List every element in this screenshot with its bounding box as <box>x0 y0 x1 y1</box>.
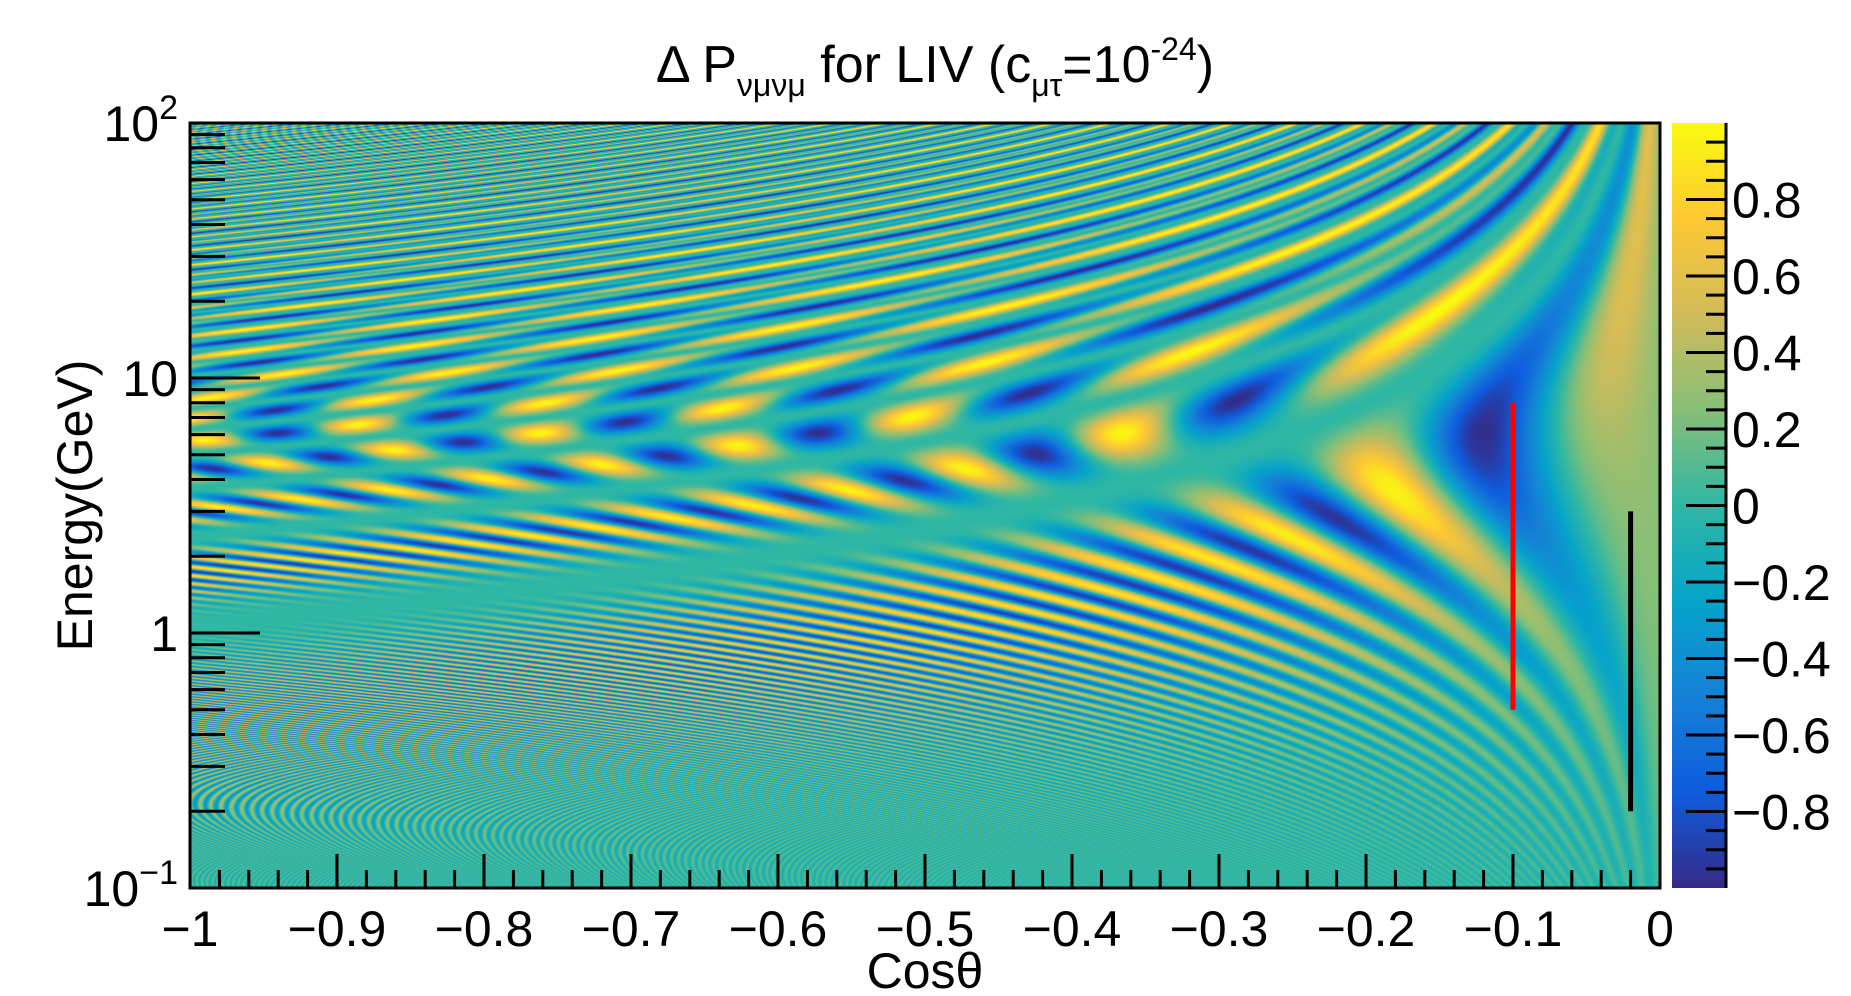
heatmap-plot-area <box>190 123 1660 888</box>
x-tick-label: −0.6 <box>729 901 828 957</box>
x-tick-label: −0.5 <box>876 901 975 957</box>
colorbar-tick-label: 0.6 <box>1732 249 1802 305</box>
y-tick-label: 10−1 <box>84 854 178 917</box>
colorbar-tick-label: 0.2 <box>1732 402 1802 458</box>
colorbar-tick-label: 0.8 <box>1732 173 1802 229</box>
y-tick-label: 1 <box>150 606 178 662</box>
colorbar-tick-label: −0.6 <box>1732 708 1831 764</box>
y-axis-label: Energy(GeV) <box>47 360 103 652</box>
y-tick-label: 10 <box>122 351 178 407</box>
x-axis-label: Cosθ <box>867 943 984 996</box>
heatmap-image <box>190 123 1660 888</box>
colorbar-tick-label: −0.8 <box>1732 785 1831 841</box>
chart-title: Δ Pνμνμ for LIV (cμτ=10-24) <box>656 31 1214 103</box>
marker-lines <box>1510 402 1634 812</box>
y-tick-label: 102 <box>103 89 178 152</box>
colorbar-tick-label: 0.4 <box>1732 326 1802 382</box>
x-tick-label: −0.2 <box>1317 901 1416 957</box>
plot-axes: −1 −0.9 −0.8 −0.7 −0.6 −0.5 −0.4 −0.3 −0.2 −0.1 0 1… <box>84 89 1674 957</box>
colorbar-tick-label: −0.4 <box>1732 632 1831 688</box>
x-tick-label: −0.4 <box>1023 901 1122 957</box>
colorbar-tick-label: −0.2 <box>1732 555 1831 611</box>
x-tick-label: 0 <box>1646 901 1674 957</box>
x-tick-label: −0.1 <box>1464 901 1563 957</box>
x-tick-label: −0.3 <box>1170 901 1269 957</box>
x-tick-label: −0.9 <box>288 901 387 957</box>
colorbar-tick-label: 0 <box>1732 479 1760 535</box>
x-tick-label: −1 <box>161 901 218 957</box>
colorbar: 0.8 0.6 0.4 0.2 0 −0.2 −0.4 −0.6 −0.8 <box>1672 123 1831 888</box>
x-tick-label: −0.7 <box>582 901 681 957</box>
x-tick-label: −0.8 <box>435 901 534 957</box>
